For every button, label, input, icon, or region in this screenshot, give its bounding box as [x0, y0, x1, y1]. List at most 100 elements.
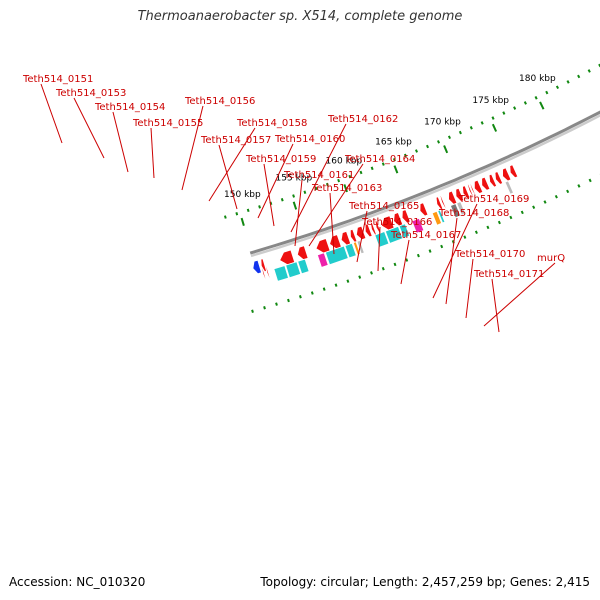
- label-leader-line: [181, 105, 204, 191]
- gene-label: Teth514_0159: [245, 154, 316, 165]
- backbone-shadow: [250, 114, 600, 258]
- cds-inner-6: [349, 228, 358, 243]
- cds-inner-27: [509, 164, 519, 179]
- cds-inner-5: [340, 230, 352, 246]
- inner-dot: [337, 178, 341, 183]
- cds-inner-11: [380, 215, 395, 231]
- inner-dot: [292, 194, 296, 198]
- inner-dot: [513, 106, 517, 110]
- feature-outer-4: [324, 245, 349, 266]
- label-leader-line: [112, 111, 129, 173]
- inner-dot: [491, 116, 495, 120]
- gene-label: Teth514_0161: [283, 170, 354, 181]
- feature-outer-14: [449, 203, 462, 219]
- outer-dot: [298, 295, 302, 299]
- outer-dot: [440, 244, 444, 249]
- inner-dot: [426, 144, 430, 149]
- outer-dot: [416, 253, 420, 258]
- cds-inner-7: [355, 225, 367, 241]
- label-leader-line: [400, 239, 410, 285]
- cds-inner-18: [455, 187, 465, 202]
- outer-dot: [532, 205, 536, 210]
- outer-dot: [275, 302, 278, 306]
- gene-label: Teth514_0158: [236, 118, 307, 129]
- outer-dot: [577, 184, 581, 188]
- label-leader-line: [445, 217, 458, 305]
- scale-tick: [240, 217, 245, 227]
- outer-dot: [486, 225, 490, 230]
- cds-inner-0: [260, 258, 267, 273]
- label-leader-line: [356, 210, 368, 263]
- inner-dot: [555, 85, 560, 90]
- gene-label: Teth514_0166: [361, 217, 432, 228]
- gene-label: Teth514_0168: [438, 208, 509, 219]
- feature-outer-9: [384, 225, 404, 244]
- gene-label: Teth514_0171: [473, 269, 544, 280]
- cds-inner-2: [296, 245, 309, 261]
- feature-outer-1: [285, 261, 302, 279]
- feature-outer-0: [273, 265, 289, 282]
- outer-dot: [263, 306, 266, 310]
- gene-label: Teth514_0162: [327, 114, 398, 125]
- cds-inner-17: [448, 190, 458, 205]
- scale-label: 150 kbp: [224, 190, 261, 200]
- inner-dot: [566, 80, 570, 84]
- outer-dot: [358, 275, 362, 279]
- topology-text: Topology: circular; Length: 2,457,259 bp…: [260, 575, 590, 589]
- outer-dot: [346, 279, 350, 283]
- outer-dot: [322, 287, 326, 291]
- cds-inner-14: [419, 202, 429, 217]
- inner-dot: [370, 166, 374, 171]
- cds-inner-19: [462, 185, 471, 200]
- gene-label: Teth514_0164: [344, 154, 415, 165]
- inner-dot: [577, 74, 581, 79]
- label-leader-line: [40, 83, 63, 144]
- feature-outer-16: [504, 180, 515, 195]
- gene-label: Teth514_0160: [274, 134, 345, 145]
- outer-dot: [381, 266, 385, 271]
- scale-tick: [443, 145, 449, 154]
- label-leader-line: [294, 179, 303, 247]
- inner-dot: [381, 162, 385, 166]
- label-leader-line: [377, 226, 381, 272]
- inner-dot: [359, 170, 363, 175]
- inner-dot: [502, 111, 506, 115]
- map-title: Thermoanaerobacter sp. X514, complete ge…: [137, 9, 463, 24]
- feature-outer-11: [411, 217, 425, 234]
- gene-label: Teth514_0156: [184, 96, 255, 107]
- feature-outer-10: [398, 223, 411, 239]
- feature-outer-12: [431, 210, 443, 226]
- feature-outer-5: [344, 242, 357, 259]
- genome-backbone: [249, 110, 600, 255]
- label-leader-line: [491, 278, 500, 333]
- gene-label: Teth514_0157: [200, 135, 271, 146]
- inner-dot: [314, 186, 318, 191]
- scale-tick: [292, 201, 298, 210]
- inner-dot: [246, 208, 250, 213]
- outer-dot: [509, 215, 513, 220]
- label-leader-line: [483, 262, 556, 327]
- label-leader-line: [432, 203, 478, 299]
- cds-inner-3: [315, 237, 331, 254]
- feature-outer-3: [316, 252, 329, 268]
- inner-dot: [392, 158, 396, 162]
- cds-outer-b: [265, 265, 271, 280]
- cds-inner-23: [481, 176, 491, 191]
- label-leader-line: [308, 163, 364, 247]
- gene-label: Teth514_0170: [454, 249, 525, 260]
- outer-dot: [463, 235, 467, 239]
- gene-label: murQ: [537, 253, 565, 264]
- inner-dot: [258, 205, 261, 209]
- inner-dot: [587, 69, 591, 73]
- feature-outer-7: [356, 239, 365, 255]
- inner-dot: [447, 135, 451, 140]
- cds-inner-12: [393, 211, 404, 227]
- outer-dot: [251, 309, 254, 313]
- inner-dot: [280, 197, 284, 202]
- outer-dot: [543, 200, 547, 204]
- label-leader-line: [263, 163, 275, 227]
- inner-dot: [403, 153, 407, 158]
- label-leader-line: [329, 192, 335, 255]
